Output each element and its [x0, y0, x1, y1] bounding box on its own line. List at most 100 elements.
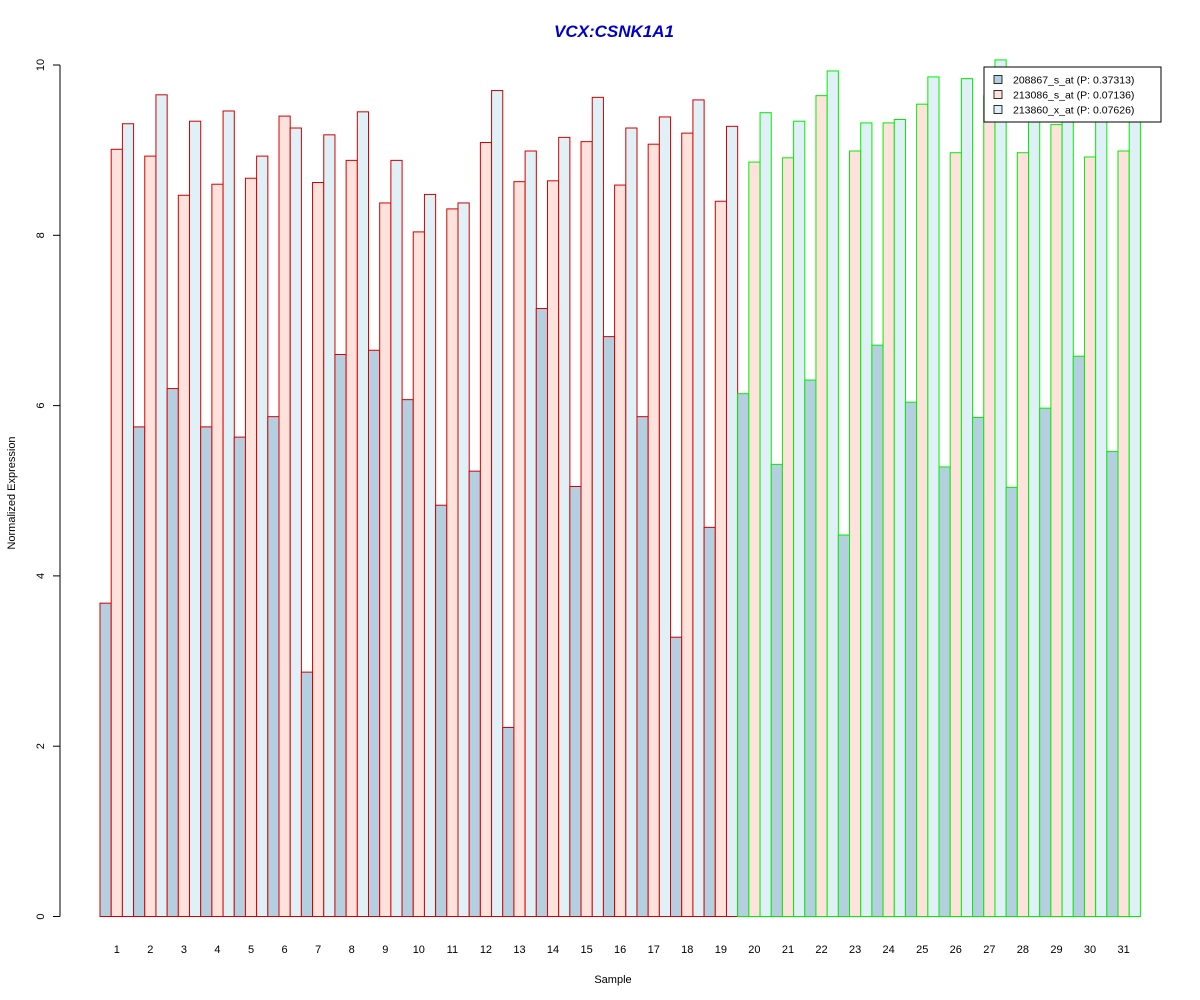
x-tick-label: 23 [849, 944, 861, 956]
x-tick-label: 28 [1017, 944, 1029, 956]
bar-sample-11-series-1 [435, 504, 448, 917]
bar-sample-15-series-1 [569, 485, 582, 917]
bar-sample-29-series-2 [1050, 124, 1063, 918]
bar-sample-22-series-1 [804, 379, 817, 917]
bar-sample-31-series-1 [1106, 451, 1119, 917]
bar-sample-12-series-1 [468, 470, 481, 917]
y-tick-label: 4 [35, 573, 47, 579]
bar-sample-13-series-3 [524, 150, 537, 917]
bar-sample-22-series-3 [826, 70, 839, 917]
bar-sample-8-series-1 [334, 354, 347, 917]
y-tick-label: 10 [35, 59, 47, 71]
x-tick-label: 8 [349, 944, 355, 956]
bar-sample-26-series-2 [949, 152, 962, 917]
bar-sample-3-series-2 [177, 194, 191, 918]
bar-sample-28-series-2 [1016, 152, 1030, 917]
bar-sample-1-series-1 [99, 602, 112, 917]
bar-sample-7-series-3 [323, 134, 336, 917]
bar-sample-18-series-1 [670, 636, 683, 917]
bar-sample-14-series-1 [535, 308, 548, 917]
bar-sample-25-series-3 [927, 76, 940, 917]
x-tick-label: 11 [447, 944, 458, 956]
y-axis: 0 2 4 6 8 10 [35, 59, 61, 920]
x-tick-label: 16 [614, 944, 626, 956]
bar-sample-6-series-1 [267, 416, 280, 917]
bar-sample-4-series-2 [211, 183, 224, 917]
bar-sample-20-series-3 [759, 112, 772, 917]
bar-sample-21-series-2 [781, 157, 795, 918]
bar-sample-22-series-2 [815, 95, 828, 918]
bar-sample-30-series-2 [1083, 156, 1097, 918]
bar-sample-12-series-2 [479, 141, 493, 917]
bar-sample-27-series-2 [983, 95, 996, 918]
bar-sample-14-series-3 [558, 136, 571, 917]
bar-sample-31-series-2 [1117, 150, 1130, 917]
legend-swatch [993, 75, 1003, 84]
bar-sample-10-series-3 [423, 193, 437, 918]
x-tick-label: 26 [950, 944, 962, 956]
bar-sample-7-series-2 [312, 182, 325, 917]
bar-sample-28-series-1 [1005, 486, 1018, 917]
bar-sample-3-series-3 [189, 120, 202, 918]
x-tick-label: 3 [181, 944, 187, 956]
legend: 208867_s_at (P: 0.37313) 213086_s_at (P: … [983, 66, 1162, 123]
chart-title: VCX:CSNK1A1 [554, 22, 674, 41]
bar-sample-21-series-3 [793, 120, 806, 918]
bar-sample-9-series-2 [379, 202, 392, 917]
x-tick-label: 2 [147, 944, 153, 956]
legend-swatch [993, 90, 1003, 99]
x-tick-label: 5 [248, 944, 254, 956]
bar-sample-19-series-3 [725, 125, 739, 918]
x-tick-label: 19 [715, 944, 727, 956]
bar-sample-21-series-1 [770, 463, 783, 917]
bar-sample-10-series-1 [401, 399, 414, 917]
bar-sample-5-series-3 [256, 155, 269, 918]
x-tick-label: 6 [282, 944, 288, 956]
x-tick-label: 12 [480, 944, 492, 956]
x-tick-label: 27 [983, 944, 995, 956]
x-tick-label: 17 [648, 944, 660, 956]
bar-sample-12-series-3 [491, 90, 504, 918]
bar-sample-11-series-3 [457, 202, 470, 917]
bar-sample-30-series-1 [1072, 355, 1085, 917]
x-tick-label: 7 [315, 944, 321, 956]
x-tick-label: 1 [114, 944, 120, 956]
x-tick-label: 13 [513, 944, 525, 956]
x-tick-label: 18 [681, 944, 693, 956]
y-tick-label: 0 [35, 913, 47, 919]
bar-sample-19-series-2 [714, 200, 727, 918]
bar-sample-6-series-3 [289, 127, 302, 918]
bar-sample-17-series-3 [658, 116, 672, 917]
x-tick-label: 25 [916, 944, 928, 956]
bar-sample-6-series-2 [278, 115, 291, 917]
x-tick-label: 9 [382, 944, 388, 956]
x-tick-label: 30 [1084, 944, 1096, 956]
bar-sample-16-series-1 [602, 336, 616, 918]
bar-sample-30-series-3 [1095, 115, 1108, 917]
bar-sample-19-series-1 [703, 526, 716, 917]
legend-entry-label: 213860_x_at (P: 0.07626) [1013, 105, 1134, 117]
bar-sample-16-series-3 [625, 127, 638, 918]
x-tick-label: 15 [580, 944, 592, 956]
x-tick-label: 14 [547, 944, 559, 956]
bar-sample-24-series-2 [882, 122, 895, 918]
bar-sample-27-series-3 [994, 59, 1007, 918]
bar-sample-8-series-3 [356, 111, 370, 917]
bar-sample-4-series-3 [222, 110, 235, 917]
bar-sample-29-series-1 [1039, 407, 1052, 917]
bar-sample-9-series-3 [390, 159, 403, 918]
y-tick-label: 8 [35, 232, 47, 238]
bar-sample-8-series-2 [345, 159, 358, 918]
bar-sample-18-series-2 [681, 132, 694, 917]
bar-sample-15-series-2 [580, 141, 593, 917]
bar-sample-1-series-2 [110, 148, 123, 917]
bar-sample-23-series-3 [860, 122, 873, 918]
x-tick-label: 20 [748, 944, 760, 956]
bar-sample-23-series-2 [849, 150, 862, 917]
x-tick-label: 31 [1117, 944, 1129, 956]
bar-sample-11-series-2 [446, 208, 459, 917]
bar-sample-13-series-2 [513, 181, 526, 917]
legend-entry-label: 213086_s_at (P: 0.07136) [1013, 90, 1134, 102]
bar-sample-17-series-1 [636, 416, 649, 917]
bar-sample-25-series-2 [916, 103, 929, 917]
